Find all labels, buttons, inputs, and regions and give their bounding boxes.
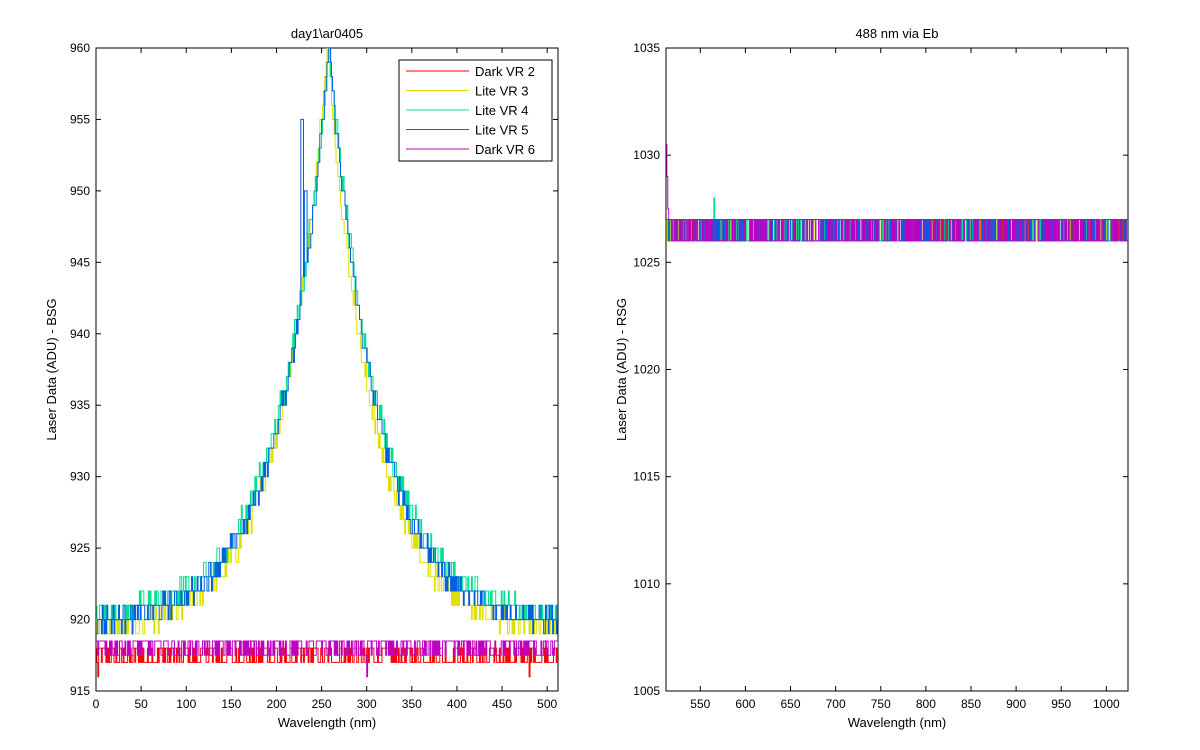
x-tick-label: 950 [1051, 697, 1071, 711]
y-axis-label: Laser Data (ADU) - RSG [614, 298, 629, 441]
legend-label: Lite VR 3 [475, 84, 528, 99]
x-tick-label: 250 [312, 697, 332, 711]
x-tick-label: 900 [1006, 697, 1026, 711]
x-tick-label: 450 [492, 697, 512, 711]
x-tick-label: 350 [402, 697, 422, 711]
x-tick-label: 1000 [1093, 697, 1120, 711]
x-tick-label: 600 [735, 697, 755, 711]
chart-right: 550 600 650 700 750 800 850 900 950 1000 1005 1010 1… [614, 26, 1129, 730]
chart-title: 488 nm via Eb [855, 26, 938, 41]
y-tick-label: 1010 [633, 577, 660, 591]
y-tick-label: 950 [70, 184, 90, 198]
y-tick-label: 915 [70, 684, 90, 698]
y-tick-label: 925 [70, 541, 90, 555]
plot-area [665, 47, 1129, 692]
chart-left: 0 50 100 150 200 250 300 350 400 450 500 915 920 925 9… [44, 26, 559, 730]
y-tick-label: 1005 [633, 684, 660, 698]
x-tick-label: 500 [537, 697, 557, 711]
series-line-dark-vr-6 [96, 640, 558, 678]
x-axis-label: Wavelength (nm) [278, 715, 377, 730]
legend-label: Dark VR 2 [475, 64, 535, 79]
x-tick-label: 50 [134, 697, 148, 711]
x-tick-label: 0 [93, 697, 100, 711]
x-axis-label: Wavelength (nm) [848, 715, 947, 730]
x-tick-label: 800 [916, 697, 936, 711]
x-tick-label: 300 [357, 697, 377, 711]
x-tick-label: 650 [781, 697, 801, 711]
y-tick-label: 960 [70, 41, 90, 55]
series-group [96, 48, 558, 678]
legend-label: Dark VR 6 [475, 142, 535, 157]
chart-title: day1\ar0405 [291, 26, 363, 41]
series-line-dark-vr-6 [666, 144, 1128, 242]
y-tick-label: 1035 [633, 41, 660, 55]
y-tick-label: 935 [70, 398, 90, 412]
x-tick-label: 400 [447, 697, 467, 711]
y-tick-label: 920 [70, 613, 90, 627]
y-tick-label: 940 [70, 327, 90, 341]
x-tick-label: 200 [266, 697, 286, 711]
series-line-lite-vr-3 [96, 48, 558, 635]
y-tick-label: 1015 [633, 470, 660, 484]
x-tick-label: 850 [961, 697, 981, 711]
x-tick-label: 700 [826, 697, 846, 711]
y-tick-label: 1020 [633, 363, 660, 377]
x-tick-label: 100 [176, 697, 196, 711]
legend-label: Lite VR 4 [475, 103, 528, 118]
y-tick-label: 1025 [633, 255, 660, 269]
y-tick-label: 955 [70, 112, 90, 126]
y-tick-label: 1030 [633, 148, 660, 162]
x-tick-label: 750 [871, 697, 891, 711]
y-tick-label: 930 [70, 470, 90, 484]
series-line-lite-vr-5 [96, 48, 558, 635]
y-axis-label: Laser Data (ADU) - BSG [44, 298, 59, 440]
series-group [666, 144, 1128, 242]
y-tick-label: 945 [70, 255, 90, 269]
x-tick-label: 550 [690, 697, 710, 711]
legend-label: Lite VR 5 [475, 123, 528, 138]
x-tick-label: 150 [221, 697, 241, 711]
